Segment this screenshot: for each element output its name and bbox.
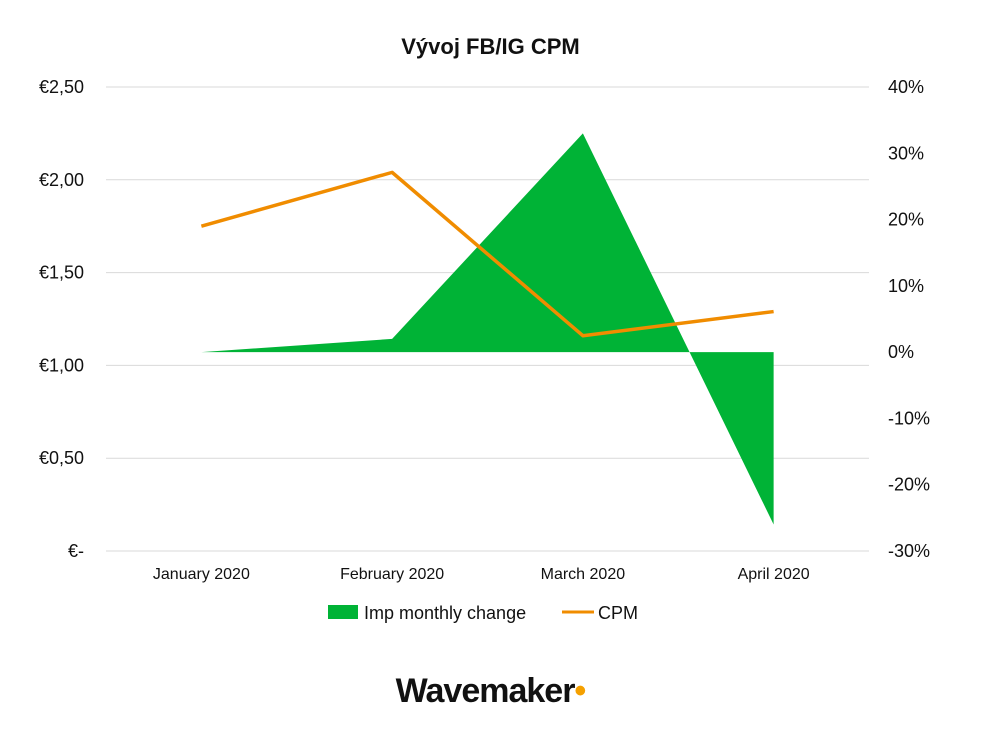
left-tick-label: €0,50 xyxy=(39,448,84,468)
left-tick-label: €- xyxy=(68,541,84,561)
legend-label-area: Imp monthly change xyxy=(364,603,526,623)
left-tick-label: €2,50 xyxy=(39,77,84,97)
category-label: April 2020 xyxy=(738,566,810,583)
area-series-imp-monthly-change xyxy=(201,133,774,525)
brand-dot-icon: • xyxy=(574,672,586,710)
area-shape xyxy=(201,133,774,525)
category-label: January 2020 xyxy=(153,566,250,583)
right-tick-label: 10% xyxy=(888,276,924,296)
category-label: February 2020 xyxy=(340,566,444,583)
legend-swatch-area xyxy=(328,605,358,619)
right-tick-label: -20% xyxy=(888,475,930,495)
brand-logo: Wavemaker• xyxy=(0,672,981,711)
right-tick-label: -30% xyxy=(888,541,930,561)
right-tick-label: 20% xyxy=(888,210,924,230)
right-tick-label: 40% xyxy=(888,77,924,97)
right-tick-label: 30% xyxy=(888,143,924,163)
right-tick-label: 0% xyxy=(888,342,914,362)
right-axis-ticks: -30% -20% -10% 0% 10% 20% 30% 40% xyxy=(888,77,930,561)
left-tick-label: €2,00 xyxy=(39,170,84,190)
right-tick-label: -10% xyxy=(888,408,930,428)
line-series-cpm xyxy=(200,170,774,338)
chart-title: Vývoj FB/IG CPM xyxy=(401,34,580,59)
left-axis-ticks: €- €0,50 €1,00 €1,50 €2,00 €2,50 xyxy=(39,77,84,561)
legend-label-line: CPM xyxy=(598,603,638,623)
category-axis-ticks: January 2020 February 2020 March 2020 April… xyxy=(153,566,810,583)
legend: Imp monthly change CPM xyxy=(328,603,638,623)
left-tick-label: €1,00 xyxy=(39,355,84,375)
line-path xyxy=(200,170,774,338)
brand-name: Wavemaker xyxy=(395,672,576,710)
category-label: March 2020 xyxy=(541,566,626,583)
left-tick-label: €1,50 xyxy=(39,263,84,283)
